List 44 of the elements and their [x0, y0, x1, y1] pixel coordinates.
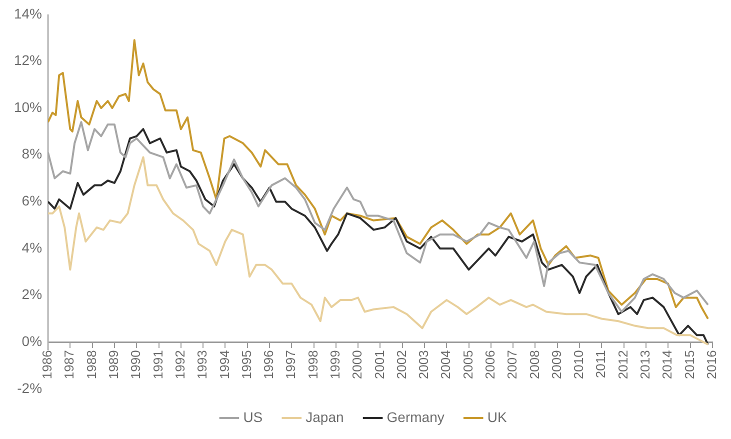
x-tick-label: 2009	[548, 350, 564, 380]
x-tick-label: 2014	[660, 350, 675, 380]
x-tick-label: 2003	[416, 350, 432, 380]
legend-label: UK	[487, 408, 508, 425]
x-tick-label: 1993	[194, 350, 210, 380]
x-tick-label: 2015	[682, 350, 697, 380]
x-tick-label: 1996	[261, 350, 276, 380]
y-tick-label: 8%	[22, 146, 42, 162]
x-tick-label: 2007	[504, 350, 520, 380]
legend-label: US	[243, 408, 263, 425]
x-tick-label: 2010	[571, 350, 586, 380]
legend-label: Japan	[306, 408, 344, 425]
x-tick-label: 1992	[172, 350, 188, 380]
y-tick-label: 6%	[22, 192, 42, 209]
y-tick-label: -2%	[17, 380, 42, 396]
x-tick-label: 1997	[283, 350, 298, 380]
x-tick-label: 1998	[305, 350, 320, 380]
x-tick-label: 1995	[238, 350, 254, 380]
y-tick-label: 4%	[22, 239, 42, 256]
x-tick-label: 1986	[40, 350, 55, 380]
y-tick-label: 10%	[14, 98, 42, 115]
x-tick-label: 1994	[216, 350, 232, 380]
y-tick-label: 2%	[22, 286, 42, 302]
x-tick-label: 1989	[106, 350, 122, 380]
x-tick-label: 1990	[128, 350, 144, 380]
x-tick-label: 1987	[62, 350, 77, 380]
x-tick-label: 1999	[327, 350, 342, 380]
x-tick-label: 2002	[394, 350, 409, 380]
y-tick-label: 14%	[14, 5, 42, 22]
legend-label: Germany	[386, 408, 444, 425]
x-tick-label: 1988	[84, 350, 99, 380]
x-tick-label: 2011	[593, 350, 608, 378]
x-tick-label: 2013	[638, 350, 653, 380]
x-tick-label: 2004	[438, 350, 454, 380]
x-tick-label: 2012	[615, 350, 630, 380]
y-tick-label: 12%	[14, 52, 42, 68]
x-tick-label: 2006	[482, 350, 498, 380]
x-tick-label: 2008	[526, 350, 542, 380]
x-tick-label: 1991	[150, 350, 166, 380]
x-tick-label: 2005	[460, 350, 476, 380]
x-tick-label: 2001	[372, 350, 387, 380]
x-tick-label: 2000	[350, 350, 365, 380]
y-tick-label: 0%	[22, 333, 42, 350]
x-tick-label: 2016	[704, 350, 719, 380]
